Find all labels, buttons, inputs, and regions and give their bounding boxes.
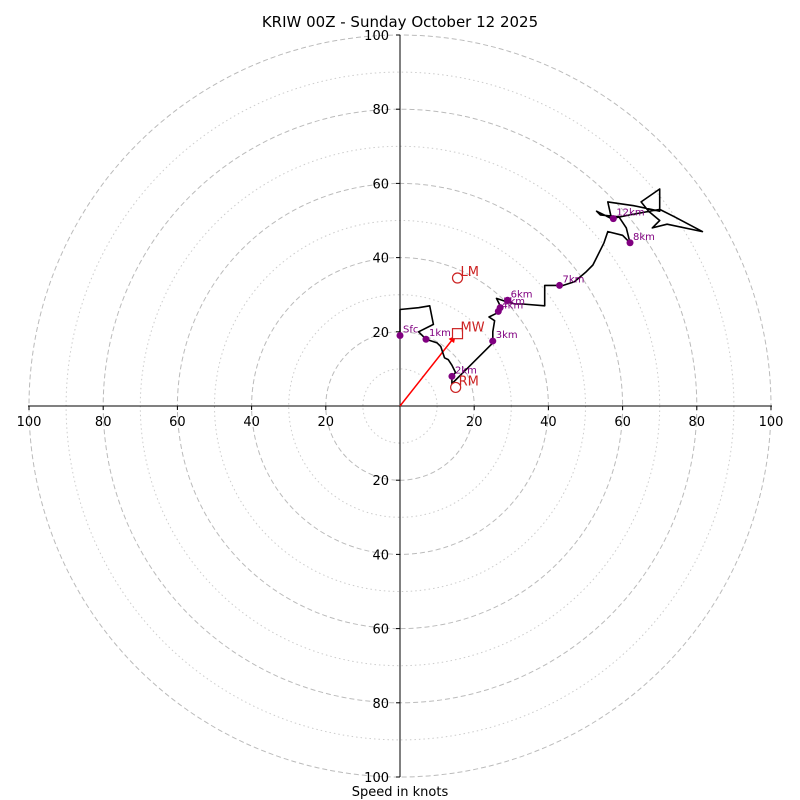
x-tick-label-left-100: 100	[17, 415, 42, 430]
height-label-sfc: Sfc	[403, 325, 418, 336]
x-tick-label-right-80: 80	[689, 415, 706, 430]
storm-marker-rm	[450, 381, 462, 394]
height-label-6km: 6km	[511, 289, 533, 300]
height-marker-1km	[422, 335, 430, 343]
y-tick-label-top-40: 40	[372, 252, 389, 267]
y-tick-label-top-80: 80	[372, 103, 389, 118]
x-tick-label-left-40: 40	[243, 415, 260, 430]
x-tick-label-left-20: 20	[318, 415, 335, 430]
height-label-5km: 5km	[503, 297, 525, 308]
height-marker-3km	[489, 337, 497, 345]
y-tick-label-bottom-80: 80	[372, 697, 389, 712]
shear-vector-line	[399, 335, 457, 407]
storm-label-mw: MW	[461, 321, 485, 336]
y-tick-label-bottom-60: 60	[372, 623, 389, 638]
y-tick-label-top-100: 100	[364, 29, 389, 44]
height-label-1km: 1km	[429, 328, 451, 339]
height-label-12km: 12km	[616, 208, 644, 219]
tick-labels: 20 20 20 20 40 40 40 40 60 60 60 60 80 80 80 80 100 100 10…	[17, 29, 784, 786]
y-tick-label-bottom-100: 100	[364, 771, 389, 786]
x-tick-label-right-60: 60	[614, 415, 631, 430]
storm-motion-markers: LM MW RM	[450, 265, 485, 394]
x-tick-label-right-20: 20	[466, 415, 483, 430]
height-label-8km: 8km	[633, 232, 655, 243]
x-tick-label-left-60: 60	[169, 415, 186, 430]
y-tick-label-top-60: 60	[372, 177, 389, 192]
x-tick-label-right-100: 100	[759, 415, 784, 430]
storm-marker-lm	[451, 272, 464, 284]
height-label-2km: 2km	[455, 365, 477, 376]
x-axis-label: Speed in knots	[352, 785, 449, 800]
height-marker-2km	[448, 372, 456, 380]
storm-label-lm: LM	[461, 265, 479, 280]
chart-title: KRIW 00Z - Sunday October 12 2025	[262, 13, 538, 31]
height-marker-5km	[496, 304, 504, 312]
height-marker-12km	[609, 215, 617, 223]
storm-label-rm: RM	[459, 374, 479, 389]
hodograph-trace-group	[399, 188, 704, 385]
hodograph-trace	[399, 188, 704, 385]
height-marker-7km	[556, 281, 564, 289]
y-tick-label-bottom-20: 20	[372, 474, 389, 489]
x-tick-label-left-80: 80	[95, 415, 112, 430]
height-label-3km: 3km	[496, 330, 518, 341]
y-tick-label-bottom-40: 40	[372, 548, 389, 563]
height-marker-8km	[626, 239, 634, 247]
height-marker-6km	[504, 296, 512, 304]
storm-marker-mw	[451, 328, 464, 340]
height-label-7km: 7km	[563, 274, 585, 285]
height-marker-sfc	[396, 332, 404, 340]
height-label-4km: 4km	[501, 300, 523, 311]
y-tick-label-top-20: 20	[372, 326, 389, 341]
x-tick-label-right-40: 40	[540, 415, 557, 430]
